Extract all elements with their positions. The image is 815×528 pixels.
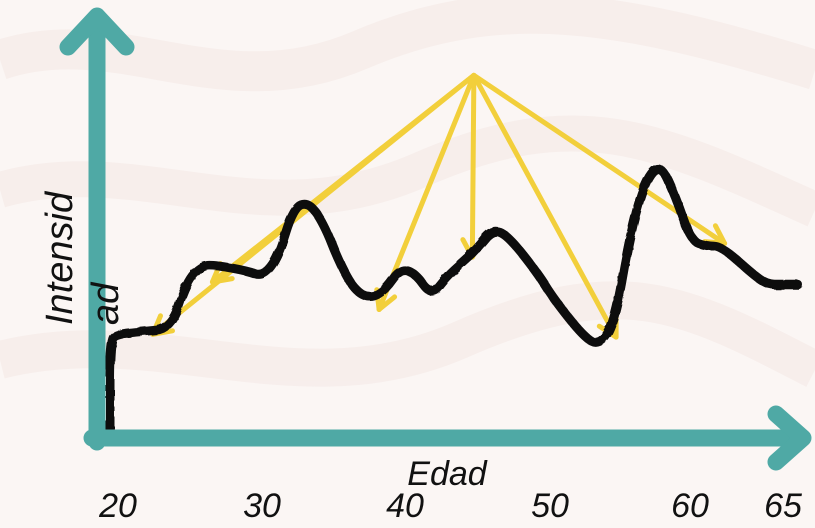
x-tick-label-50: 50 [531, 487, 569, 523]
x-tick-label-20: 20 [98, 487, 137, 523]
x-axis-arrowhead [767, 405, 812, 471]
axes [59, 7, 812, 471]
x-tick-labels: 20 30 40 50 60 65 [98, 487, 802, 525]
x-axis-label: Edad [407, 455, 487, 493]
background-texture [0, 0, 815, 387]
data-line-layer [105, 164, 803, 433]
x-tick-label-40: 40 [386, 487, 424, 523]
y-axis-arrowhead [59, 7, 135, 56]
axis-labels: Edad Intensid ad [39, 190, 488, 493]
y-axis-label-line-1: Intensid [39, 190, 81, 325]
x-tick-label-65: 65 [764, 487, 802, 523]
x-tick-label-60: 60 [671, 487, 709, 523]
y-axis-label-line-2: ad [85, 281, 127, 325]
x-tick-label-30: 30 [243, 487, 281, 523]
intensity-line [105, 164, 803, 433]
